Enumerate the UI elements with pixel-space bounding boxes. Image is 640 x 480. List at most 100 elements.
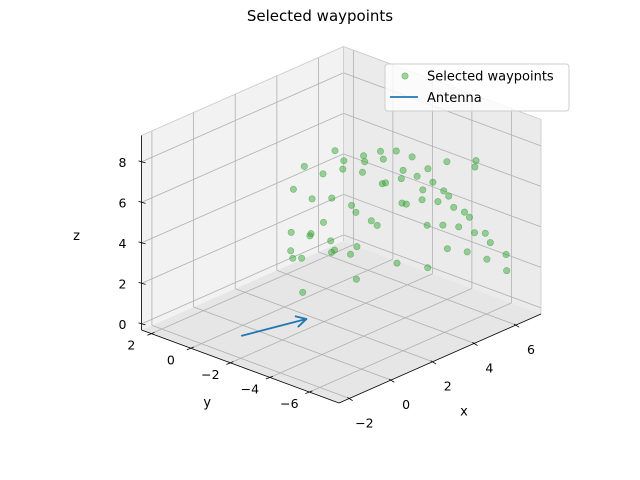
waypoint-marker: [423, 221, 431, 229]
x-tick: [347, 397, 353, 401]
waypoint-marker: [287, 228, 295, 236]
waypoint-marker: [379, 155, 387, 163]
waypoint-marker: [486, 239, 494, 247]
waypoint-marker: [472, 157, 480, 165]
axis-labels: x y z: [73, 229, 468, 420]
waypoint-marker: [358, 168, 366, 176]
y-tick: [265, 375, 274, 380]
legend: Selected waypoints Antenna: [384, 63, 570, 112]
waypoint-marker: [470, 229, 478, 237]
waypoint-marker: [413, 172, 421, 180]
waypoint-marker: [434, 198, 442, 206]
x-tick-label: 4: [485, 360, 493, 375]
grid-line-z: [141, 194, 344, 284]
waypoint-marker: [483, 255, 491, 263]
waypoint-marker: [367, 217, 375, 225]
waypoint-marker: [440, 187, 448, 195]
waypoint-marker: [397, 175, 405, 183]
waypoint-marker: [408, 153, 416, 161]
z-tick-label: 6: [119, 195, 127, 210]
waypoint-marker: [300, 162, 308, 170]
waypoint-marker: [339, 165, 347, 173]
x-tick-label: 2: [444, 379, 452, 394]
grid-line-z: [141, 72, 344, 163]
waypoint-marker: [308, 195, 316, 203]
waypoint-marker: [399, 166, 407, 174]
waypoint-marker: [361, 158, 369, 166]
x-tick: [430, 360, 437, 365]
waypoint-marker: [352, 208, 360, 216]
grid-line-x: [193, 306, 392, 381]
waypoint-marker: [439, 221, 447, 229]
waypoint-marker: [331, 147, 339, 155]
z-tick: [138, 241, 146, 245]
legend-label-waypoints: Selected waypoints: [427, 70, 554, 85]
legend-frame: [384, 63, 570, 112]
legend-marker-waypoints: [401, 72, 409, 80]
antenna-shaft: [240, 318, 308, 337]
waypoint-marker: [319, 170, 327, 178]
waypoint-marker: [352, 275, 360, 283]
waypoint-marker: [298, 254, 306, 262]
waypoint-marker: [419, 186, 427, 194]
grid-line-y: [190, 258, 394, 349]
waypoint-marker: [443, 245, 451, 253]
y-tick-label: −6: [280, 396, 298, 411]
waypoint-marker: [481, 229, 489, 237]
waypoint-marker: [471, 163, 479, 171]
z-tick-label: 8: [119, 155, 127, 170]
grid-line-z: [343, 153, 542, 228]
grid-line-z: [141, 234, 344, 325]
waypoint-marker: [373, 221, 381, 229]
waypoint-marker: [393, 259, 401, 267]
waypoint-marker: [450, 203, 458, 211]
waypoint-marker: [378, 180, 386, 188]
x-axis-label: x: [460, 405, 468, 420]
waypoint-marker: [346, 250, 354, 258]
waypoint-marker: [465, 213, 473, 221]
grid-line-z: [343, 112, 542, 187]
waypoint-marker: [376, 147, 384, 155]
waypoint-marker: [289, 185, 297, 193]
pane-edge: [141, 46, 344, 136]
y-tick: [147, 332, 155, 336]
z-tick: [138, 160, 146, 164]
y-tick: [305, 390, 313, 395]
waypoint-marker: [424, 264, 432, 272]
waypoint-marker: [299, 288, 307, 296]
grid-line-z: [343, 234, 542, 309]
grid-line-y: [230, 273, 433, 364]
grid-line-x: [151, 325, 350, 399]
y-axis-line: [141, 329, 340, 404]
z-tick: [138, 322, 146, 326]
waypoint-marker: [319, 218, 327, 226]
waypoint-marker: [340, 157, 348, 165]
waypoint-marker: [463, 248, 471, 256]
waypoint-marker: [445, 192, 453, 200]
waypoint-marker: [289, 254, 297, 262]
waypoint-marker: [398, 199, 406, 207]
waypoint-marker: [418, 196, 426, 204]
z-tick: [138, 282, 146, 285]
grid-line-y: [151, 244, 354, 335]
grid-line-y: [309, 302, 512, 393]
waypoint-marker: [306, 232, 314, 240]
grid-line-z: [141, 112, 344, 203]
y-tick-label: 2: [127, 338, 135, 353]
y-tick-label: 0: [167, 352, 175, 367]
grid-line-z: [343, 194, 542, 268]
x-axis-line: [338, 313, 542, 404]
grid-line-x: [235, 288, 433, 363]
x-tick-label: 6: [527, 342, 535, 357]
waypoint-marker: [503, 267, 511, 275]
grid-line-x: [276, 269, 475, 344]
waypoint-marker: [460, 208, 468, 216]
waypoint-marker: [353, 243, 361, 251]
x-tick: [472, 342, 478, 346]
y-tick-label: −4: [241, 381, 259, 396]
tick-marks: [138, 160, 520, 401]
waypoint-marker: [429, 178, 437, 186]
x-tick-label: 0: [402, 397, 410, 412]
